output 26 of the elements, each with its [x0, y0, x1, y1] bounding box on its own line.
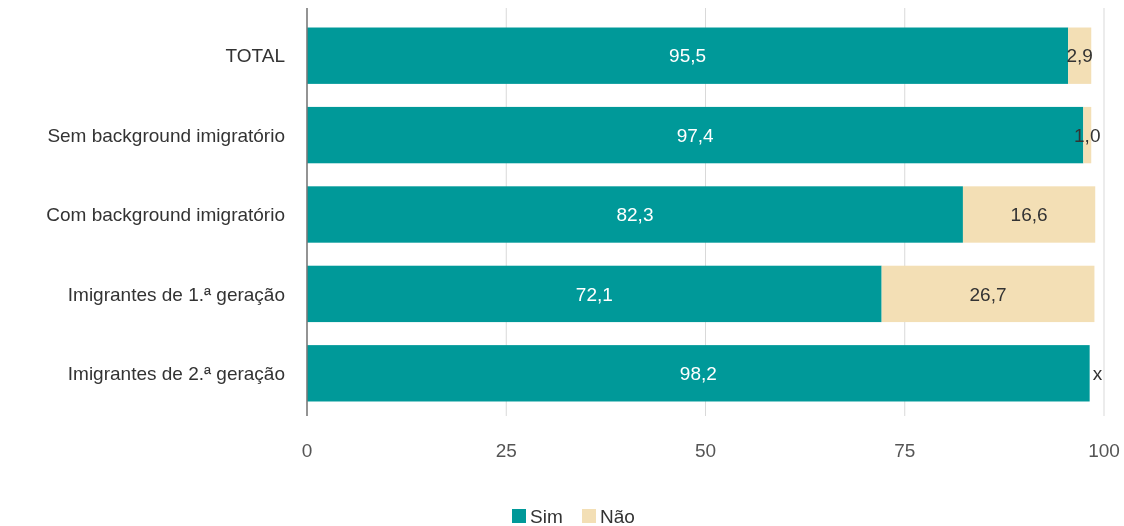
data-label: 95,5: [669, 45, 707, 67]
x-tick-label: 0: [301, 439, 313, 461]
bar: [307, 345, 1090, 402]
data-label: 82,3: [616, 204, 654, 226]
x-tick-label: 100: [1088, 439, 1120, 461]
bar: [962, 186, 1096, 243]
y-tick-label: TOTAL: [225, 45, 285, 67]
data-label: 98,2: [679, 362, 717, 384]
text: x: [1092, 362, 1103, 384]
x-tick-label: 75: [894, 439, 916, 461]
bar: [307, 27, 1069, 84]
data-label: 72,1: [575, 283, 613, 305]
bar: [881, 265, 1095, 323]
bar: [307, 265, 882, 323]
data-label: 26,7: [969, 283, 1007, 305]
x-tick-label: 25: [495, 439, 517, 461]
y-tick-label: Com background imigratório: [46, 204, 285, 226]
legend-label: Não: [600, 505, 635, 526]
data-label: 97,4: [676, 124, 715, 146]
y-tick-label: Sem background imigratório: [47, 124, 285, 146]
legend-label: Sim: [530, 505, 563, 526]
bar: [307, 186, 963, 243]
y-tick-label: Imigrantes de 2.ª geração: [67, 362, 285, 384]
y-tick-label: Imigrantes de 1.ª geração: [67, 283, 285, 305]
x-tick-label: 50: [694, 439, 717, 461]
data-label: 16,6: [1010, 204, 1048, 226]
